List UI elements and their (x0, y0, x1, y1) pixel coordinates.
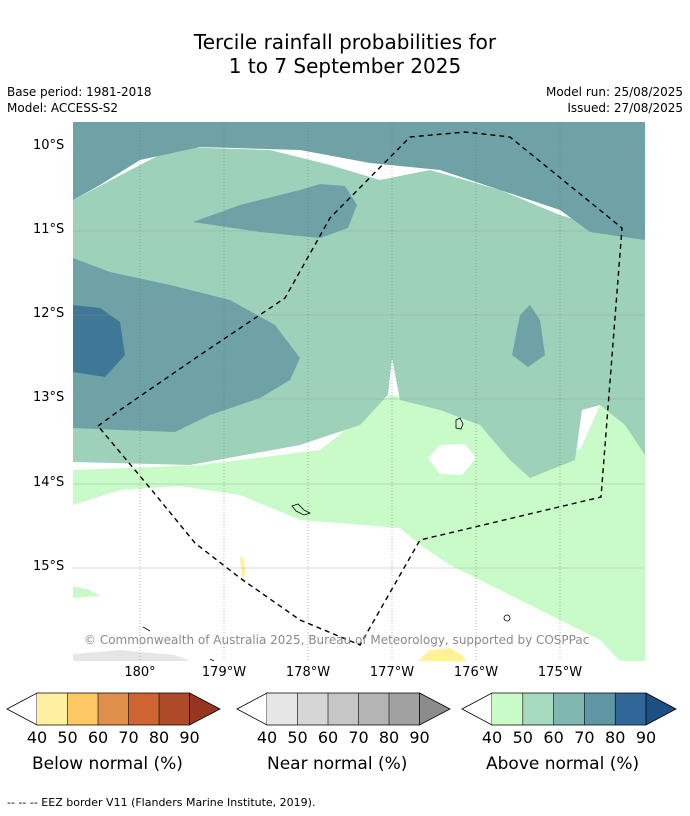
island-outline-2 (291, 503, 312, 516)
colorbar-above-high-arrow (645, 692, 677, 726)
colorbar-above-seg-1 (492, 693, 523, 725)
near-normal-label: Near normal (%) (267, 754, 408, 774)
title-line-1: Tercile rainfall probabilities for (193, 30, 497, 54)
colorbar-below-seg-4 (128, 693, 159, 725)
colorbar-above (461, 692, 677, 726)
lat-label-13s: 13°S (33, 390, 65, 405)
near-tick-90: 90 (409, 728, 430, 747)
colorbar-below-seg-3 (98, 693, 129, 725)
lat-label-12s: 12°S (33, 306, 65, 321)
below-tick-40: 40 (26, 728, 48, 747)
colorbar-near-seg-5 (389, 693, 420, 725)
eez-border (96, 131, 623, 646)
meta-left: Base period: 1981-2018 Model: ACCESS-S2 (7, 84, 152, 116)
above-normal-label: Above normal (%) (486, 754, 640, 774)
eez-footnote: -- -- -- EEZ border V11 (Flanders Marine… (7, 796, 316, 809)
map-title: Tercile rainfall probabilities for 1 to … (0, 30, 690, 78)
model-name: Model: ACCESS-S2 (7, 101, 119, 115)
lon-label-176w: 176°W (453, 665, 499, 680)
colorbar-above-seg-4 (584, 693, 616, 725)
lon-label-180: 180° (124, 665, 156, 680)
colorbar-near-low-arrow (236, 692, 268, 726)
colorbar-below-seg-5 (159, 693, 190, 725)
lon-label-177w: 177°W (369, 665, 415, 680)
island-dot (503, 614, 511, 622)
colorbar-below-seg-1 (37, 693, 68, 725)
colorbar-above-seg-3 (553, 693, 585, 725)
colorbar-above-seg-2 (522, 693, 554, 725)
below-tick-80: 80 (148, 728, 170, 747)
lon-label-179w: 179°W (201, 665, 247, 680)
above-tick-70: 70 (574, 728, 595, 747)
zone-above-70-right (512, 305, 545, 367)
above-tick-50: 50 (512, 728, 533, 747)
above-tick-80: 80 (605, 728, 626, 747)
zone-white-patch (428, 444, 476, 475)
near-tick-50: 50 (287, 728, 308, 747)
colorbar-near-seg-2 (297, 693, 328, 725)
lat-label-11s: 11°S (33, 222, 65, 237)
near-tick-80: 80 (378, 728, 400, 747)
zone-above-70-blob (193, 184, 357, 238)
colorbar-below-seg-2 (67, 693, 98, 725)
lat-label-14s: 14°S (33, 475, 65, 490)
below-tick-50: 50 (57, 728, 78, 747)
colorbar-near (236, 692, 451, 726)
below-tick-60: 60 (87, 728, 109, 747)
map-area (73, 122, 645, 661)
zone-above-50-sliver (73, 586, 100, 598)
title-line-2: 1 to 7 September 2025 (228, 54, 462, 78)
issued-date: Issued: 27/08/2025 (567, 101, 683, 115)
lon-label-178w: 178°W (285, 665, 331, 680)
zone-above-70-left (73, 258, 300, 432)
below-tick-90: 90 (179, 728, 200, 747)
zone-below-40-sliver (240, 556, 246, 578)
colorbar-near-high-arrow (419, 692, 451, 726)
lat-gridlines (73, 146, 645, 569)
colorbar-below-high-arrow (189, 692, 221, 726)
colorbar-near-seg-1 (267, 693, 298, 725)
island-mark (142, 626, 151, 632)
below-tick-70: 70 (118, 728, 139, 747)
zone-below-40 (418, 648, 466, 661)
zone-near-normal (73, 650, 190, 661)
above-tick-90: 90 (635, 728, 657, 747)
near-tick-60: 60 (317, 728, 339, 747)
lat-label-15s: 15°S (33, 559, 65, 574)
colorbar-above-low-arrow (461, 692, 493, 726)
near-tick-70: 70 (348, 728, 369, 747)
colorbar-above-seg-5 (615, 693, 646, 725)
copyright-notice: © Commonwealth of Australia 2025, Bureau… (84, 633, 590, 647)
meta-right: Model run: 25/08/2025 Issued: 27/08/2025 (546, 84, 683, 116)
colorbar-below (6, 692, 221, 726)
above-tick-40: 40 (481, 728, 503, 747)
colorbar-near-seg-4 (358, 693, 389, 725)
model-run: Model run: 25/08/2025 (545, 85, 683, 99)
zone-above-70-top (73, 122, 645, 240)
near-tick-40: 40 (256, 728, 278, 747)
island-mark-2 (209, 658, 215, 661)
zone-above-50 (73, 395, 645, 661)
zone-above-80 (73, 305, 125, 377)
lon-label-175w: 175°W (537, 665, 583, 680)
island-outline (455, 417, 464, 430)
lat-label-10s: 10°S (33, 138, 65, 153)
below-normal-label: Below normal (%) (32, 754, 183, 774)
base-period: Base period: 1981-2018 (7, 85, 152, 99)
above-tick-60: 60 (543, 728, 564, 747)
colorbar-below-low-arrow (6, 692, 38, 726)
colorbar-near-seg-3 (328, 693, 359, 725)
